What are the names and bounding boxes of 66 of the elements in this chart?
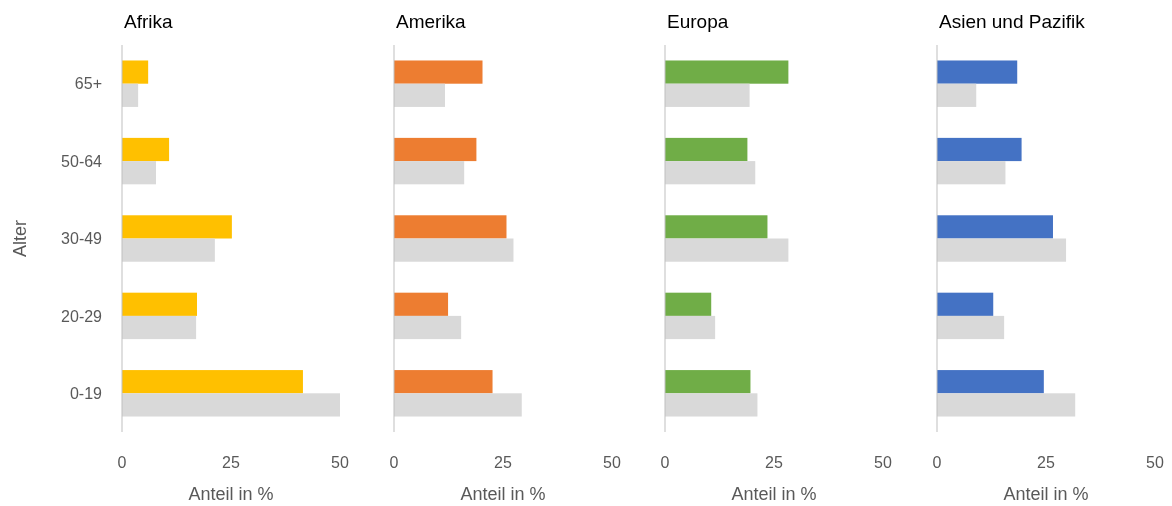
bar bbox=[937, 60, 1018, 84]
x-axis-title: Anteil in % bbox=[731, 484, 817, 504]
bar bbox=[937, 292, 994, 316]
bar bbox=[665, 315, 716, 340]
bar bbox=[122, 60, 149, 84]
bar bbox=[122, 215, 232, 239]
bar bbox=[665, 292, 712, 316]
x-tick-label: 25 bbox=[765, 454, 783, 471]
bar bbox=[665, 137, 748, 162]
x-tick-label: 25 bbox=[222, 454, 240, 471]
x-tick-label: 25 bbox=[1037, 454, 1055, 471]
x-tick-label: 0 bbox=[389, 454, 399, 471]
y-axis-title: Alter bbox=[10, 219, 30, 258]
bar bbox=[665, 161, 756, 185]
bar bbox=[394, 161, 465, 185]
bar bbox=[665, 60, 789, 84]
bar bbox=[122, 370, 303, 394]
bar bbox=[394, 292, 449, 316]
x-tick-label: 25 bbox=[494, 454, 512, 471]
x-axis-title: Anteil in % bbox=[1003, 484, 1089, 504]
bar bbox=[122, 137, 170, 162]
y-tick-label: 20-29 bbox=[61, 307, 103, 325]
bar bbox=[665, 215, 768, 239]
bar bbox=[394, 60, 483, 84]
bar bbox=[394, 315, 462, 340]
bar bbox=[937, 370, 1044, 394]
x-tick-label: 50 bbox=[331, 454, 349, 471]
bar bbox=[937, 161, 1006, 185]
x-tick-label: 50 bbox=[874, 454, 892, 471]
bar bbox=[122, 83, 139, 107]
y-tick-label: 30-49 bbox=[61, 230, 103, 248]
bar bbox=[122, 292, 197, 316]
bar bbox=[394, 238, 514, 262]
bar bbox=[665, 393, 758, 417]
bar bbox=[937, 137, 1022, 162]
bar bbox=[394, 215, 507, 239]
bar bbox=[394, 83, 446, 107]
bar bbox=[394, 370, 493, 394]
bar bbox=[394, 137, 477, 162]
y-tick-label: 0-19 bbox=[69, 384, 103, 402]
bar bbox=[665, 83, 750, 107]
x-tick-label: 50 bbox=[603, 454, 621, 471]
x-axis-title: Anteil in % bbox=[460, 484, 546, 504]
bar bbox=[937, 315, 1005, 340]
bar bbox=[937, 215, 1053, 239]
y-tick-label: 50-64 bbox=[61, 152, 103, 170]
bar bbox=[937, 83, 977, 107]
y-tick-label: 65+ bbox=[74, 75, 102, 93]
x-tick-label: 50 bbox=[1146, 454, 1164, 471]
bar bbox=[665, 238, 789, 262]
bar bbox=[937, 238, 1067, 262]
bar bbox=[937, 393, 1076, 417]
x-tick-label: 0 bbox=[932, 454, 942, 471]
bar bbox=[665, 370, 751, 394]
x-axis-title: Anteil in % bbox=[188, 484, 274, 504]
chart-title: Asien und Pazifik bbox=[939, 11, 1086, 32]
x-tick-label: 0 bbox=[117, 454, 127, 471]
chart-title: Afrika bbox=[124, 11, 173, 32]
chart-title: Amerika bbox=[396, 11, 467, 32]
bar bbox=[122, 161, 157, 185]
x-tick-label: 0 bbox=[660, 454, 670, 471]
bar bbox=[122, 393, 340, 417]
bar bbox=[394, 393, 522, 417]
bar bbox=[122, 238, 215, 262]
bar bbox=[122, 315, 197, 340]
chart-title: Europa bbox=[667, 11, 729, 32]
